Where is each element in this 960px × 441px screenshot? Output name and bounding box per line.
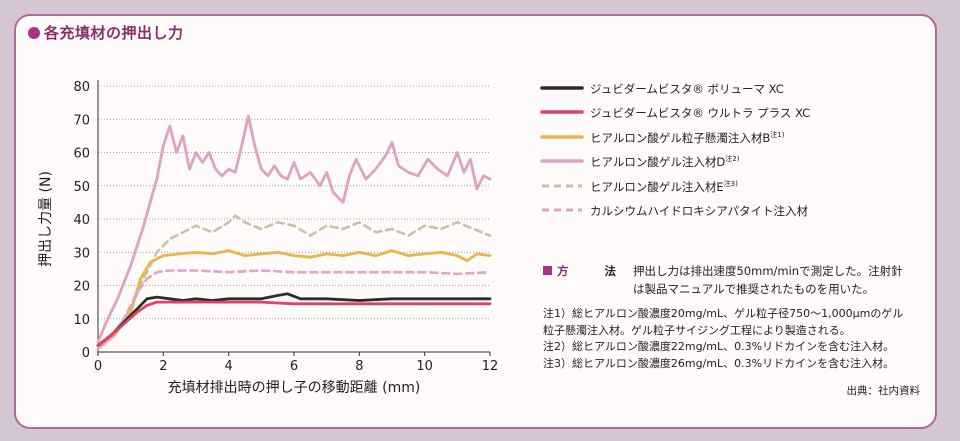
chart-legend: ジュビダームビスタ® ボリューマ XC ジュビダームビスタ® ウルトラ プラス …: [540, 80, 930, 226]
legend-item: カルシウムハイドロキシアパタイト注入材: [540, 202, 930, 226]
method-text: 押出し力は排出速度50mm/minで測定した。注射針は製品マニュアルで推奨された…: [633, 264, 903, 296]
series-line: [96, 300, 492, 347]
y-tick-label: 70: [73, 113, 90, 128]
footnote: 注2）総ヒアルロン酸濃度22mg/mL、0.3%リドカインを含む注入材。: [543, 340, 895, 353]
x-tick-label: 12: [482, 359, 499, 374]
x-tick-label: 10: [416, 359, 433, 374]
series-line: [96, 249, 492, 351]
legend-label: ヒアルロン酸ゲル粒子懸濁注入材B注1): [590, 130, 785, 145]
series-line: [96, 269, 492, 350]
legend-swatch-icon: [542, 184, 582, 188]
y-tick-label: 10: [73, 313, 90, 328]
y-axis-label: 押出し力量 (N): [38, 171, 54, 267]
legend-label: ジュビダームビスタ® ボリューマ XC: [590, 82, 784, 96]
footnote: 注3）総ヒアルロン酸濃度26mg/mL、0.3%リドカインを含む注入材。: [543, 356, 895, 370]
line-chart: 0 10 20 30 40 50 60 70 80 0 2 4 6 8 10 12 押出し力量 (N) 充填材排出…: [38, 80, 499, 396]
x-tick-label: 4: [225, 359, 233, 374]
legend-item: ジュビダームビスタ® ボリューマ XC: [540, 80, 930, 104]
heading-text: 各充填材の押出し力: [44, 24, 184, 42]
legend-swatch-icon: [540, 110, 584, 115]
legend-label: ヒアルロン酸ゲル注入材E注3): [590, 179, 738, 194]
legend-item: ジュビダームビスタ® ウルトラ プラス XC: [540, 104, 930, 128]
x-tick-label: 0: [94, 359, 102, 374]
legend-item: ヒアルロン酸ゲル注入材D注2): [540, 153, 930, 177]
y-tick-label: 50: [73, 180, 90, 195]
series-line: [96, 114, 492, 344]
legend-label: ジュビダームビスタ® ウルトラ プラス XC: [590, 106, 811, 121]
legend-swatch-icon: [540, 159, 584, 163]
y-tick-label: 60: [73, 147, 90, 162]
figure-card: [14, 14, 937, 429]
y-tick-label: 0: [82, 346, 90, 361]
series-line: [96, 214, 492, 347]
x-tick-label: 8: [355, 359, 363, 374]
x-axis-label: 充填材排出時の押し子の移動距離 (mm): [168, 379, 421, 396]
method-label: 方法: [543, 262, 616, 280]
method-note: 方法 押出し力は排出速度50mm/minで測定した。注射針は製品マニュアルで推奨…: [543, 262, 913, 298]
legend-swatch-icon: [540, 86, 584, 90]
bullet-dot-icon: [28, 27, 40, 39]
grid-lines: [98, 85, 490, 320]
legend-swatch-icon: [540, 135, 584, 139]
y-tick-label: 80: [73, 80, 90, 95]
footnote: 注1）総ヒアルロン酸濃度20mg/mL、ゲル粒子径750～1,000μmのゲル粒…: [543, 307, 904, 337]
legend-item: ヒアルロン酸ゲル粒子懸濁注入材B注1): [540, 129, 930, 153]
y-tick-label: 20: [73, 280, 90, 295]
notes-panel: 方法 押出し力は排出速度50mm/minで測定した。注射針は製品マニュアルで推奨…: [543, 262, 913, 372]
series-line: [96, 292, 492, 347]
source-credit: 出典：社内資料: [846, 385, 921, 397]
x-tick-label: 2: [159, 359, 167, 374]
footnote-list: 注1）総ヒアルロン酸濃度20mg/mL、ゲル粒子径750～1,000μmのゲル粒…: [543, 306, 913, 372]
legend-swatch-icon: [542, 208, 582, 212]
legend-item: ヒアルロン酸ゲル注入材E注3): [540, 178, 930, 202]
figure-heading: 各充填材の押出し力: [28, 22, 184, 43]
legend-label: カルシウムハイドロキシアパタイト注入材: [590, 203, 809, 218]
legend-label: ヒアルロン酸ゲル注入材D注2): [590, 155, 740, 170]
y-tick-label: 30: [73, 246, 90, 261]
x-tick-label: 6: [290, 359, 298, 374]
y-tick-label: 40: [73, 213, 90, 228]
